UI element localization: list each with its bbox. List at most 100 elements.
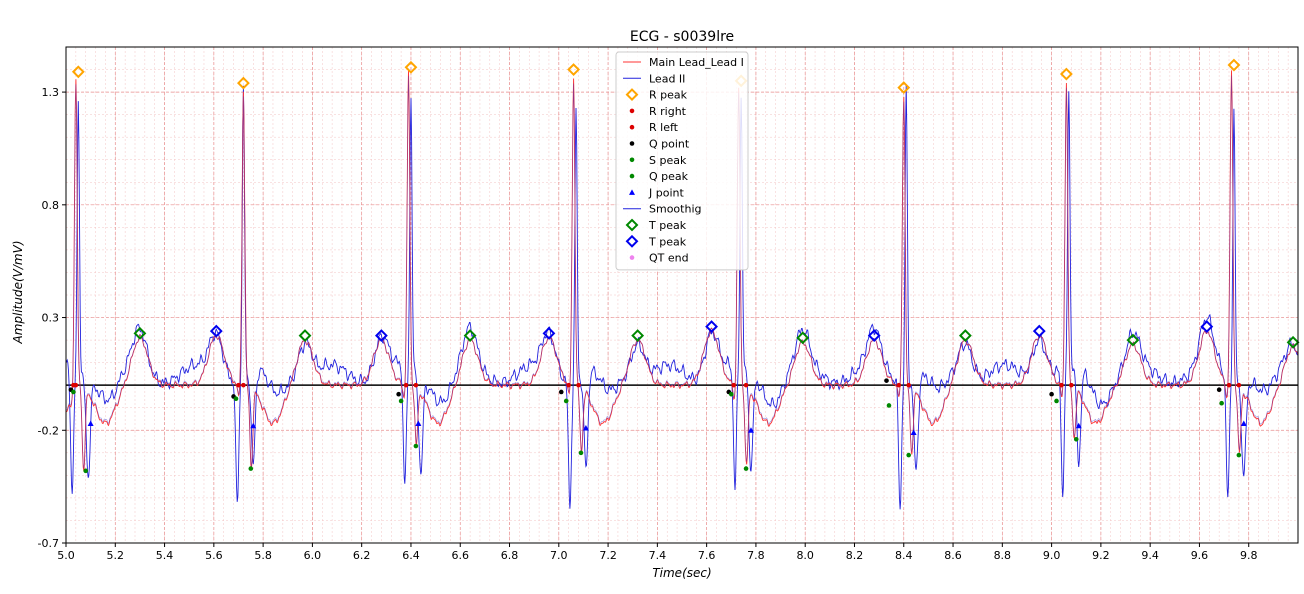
legend-label: J point	[648, 186, 684, 199]
q-point-marker	[558, 389, 564, 395]
y-tick-label: 0.8	[42, 199, 60, 212]
j-point-marker	[1240, 420, 1247, 427]
legend-label: T peak	[648, 235, 687, 248]
r-right-marker	[1069, 382, 1074, 388]
t-peak-marker	[1032, 324, 1046, 338]
x-tick-label: 9.0	[1043, 549, 1061, 562]
legend-label: R left	[649, 121, 679, 134]
j-point-marker	[1075, 422, 1082, 429]
r-left-marker	[1059, 382, 1064, 388]
legend-swatch	[629, 108, 635, 114]
x-tick-label: 6.4	[402, 549, 420, 562]
s-peak-marker	[906, 452, 911, 458]
r-peak-marker	[404, 60, 418, 74]
r-right-marker	[413, 382, 419, 388]
q-peak-marker	[233, 396, 239, 402]
legend-label: R peak	[649, 89, 688, 102]
x-tick-label: 5.0	[57, 549, 75, 562]
t-peak-marker	[867, 329, 881, 342]
x-tick-label: 9.8	[1240, 549, 1258, 562]
q-point-marker	[1049, 391, 1054, 397]
legend-label: T peak	[648, 219, 687, 232]
s-peak-marker	[743, 466, 749, 471]
x-tick-label: 7.0	[550, 549, 568, 562]
x-tick-label: 6.8	[501, 549, 519, 562]
s-peak-marker	[578, 450, 584, 456]
q-peak-marker	[563, 398, 569, 404]
lead-ii-trace	[65, 84, 1299, 510]
j-point-marker	[910, 429, 917, 436]
t-peak-marker	[958, 329, 972, 342]
q-peak-marker	[886, 403, 892, 408]
legend-swatch	[629, 173, 635, 179]
x-tick-label: 8.4	[895, 549, 913, 562]
x-tick-label: 8.8	[994, 549, 1012, 562]
legend-swatch	[629, 189, 635, 195]
x-tick-label: 9.6	[1191, 549, 1209, 562]
j-point-marker	[582, 425, 589, 431]
s-peak-marker	[413, 443, 419, 449]
r-peak-marker	[1059, 67, 1073, 81]
main-lead-i-trace	[65, 70, 1299, 472]
x-tick-label: 8.6	[944, 549, 962, 562]
legend-label: QT end	[649, 252, 689, 265]
r-peak-marker	[897, 81, 911, 94]
r-left-marker	[896, 382, 902, 388]
legend-label: S peak	[649, 154, 687, 167]
s-peak-marker	[248, 466, 254, 471]
legend-swatch	[629, 141, 635, 146]
x-tick-label: 6.2	[353, 549, 371, 562]
t-peak-marker	[631, 329, 645, 342]
r-left-marker	[71, 382, 76, 388]
t-peak-marker	[1126, 333, 1140, 347]
s-peak-marker	[83, 468, 89, 474]
t-peak-marker	[133, 326, 147, 340]
chart-title: ECG - s0039lre	[630, 29, 734, 45]
q-peak-marker	[71, 389, 76, 395]
j-point-marker	[747, 427, 754, 433]
t-peak-marker	[705, 320, 718, 333]
r-left-marker	[566, 382, 571, 388]
q-point-marker	[396, 391, 401, 397]
smoothing-trace	[65, 75, 1299, 469]
legend-swatch	[629, 157, 635, 163]
x-tick-label: 8.2	[846, 549, 864, 562]
x-tick-label: 5.2	[107, 549, 125, 562]
legend-swatch	[625, 88, 639, 102]
legend-swatch	[625, 234, 639, 248]
legend-box	[615, 51, 749, 271]
legend-label: Main Lead_Lead I	[649, 56, 744, 69]
y-tick-label: 0.3	[42, 312, 60, 325]
t-peak-marker	[796, 331, 810, 345]
x-tick-label: 9.2	[1092, 549, 1110, 562]
x-axis-label: Time(sec)	[652, 566, 711, 580]
legend-label: R right	[649, 105, 687, 118]
x-tick-label: 5.8	[254, 549, 272, 562]
q-peak-marker	[398, 398, 404, 404]
s-peak-marker	[1236, 452, 1242, 458]
t-peak-marker	[463, 329, 477, 342]
legend-label: Q peak	[649, 170, 689, 183]
legend-swatch	[625, 218, 639, 232]
x-tick-label: 7.8	[747, 549, 765, 562]
x-tick-label: 6.6	[451, 549, 469, 562]
j-point-marker	[87, 420, 94, 427]
r-peak-marker	[567, 63, 580, 76]
q-point-marker	[1216, 387, 1222, 392]
x-tick-label: 5.6	[205, 549, 223, 562]
t-peak-marker	[542, 326, 556, 340]
t-peak-marker	[209, 324, 223, 338]
x-tick-label: 8.0	[796, 549, 814, 562]
x-tick-label: 7.4	[649, 549, 667, 562]
y-tick-label: -0.7	[38, 537, 59, 550]
r-right-marker	[743, 382, 749, 388]
legend: Main Lead_Lead I Lead II R peak R right R le…	[615, 51, 749, 271]
q-peak-marker	[1054, 398, 1059, 404]
s-peak-marker	[1073, 436, 1079, 442]
x-tick-label: 5.4	[156, 549, 174, 562]
j-point-marker	[250, 422, 257, 429]
x-tick-label: 6.0	[304, 549, 322, 562]
r-right-marker	[241, 382, 246, 388]
q-point-marker	[884, 378, 889, 383]
